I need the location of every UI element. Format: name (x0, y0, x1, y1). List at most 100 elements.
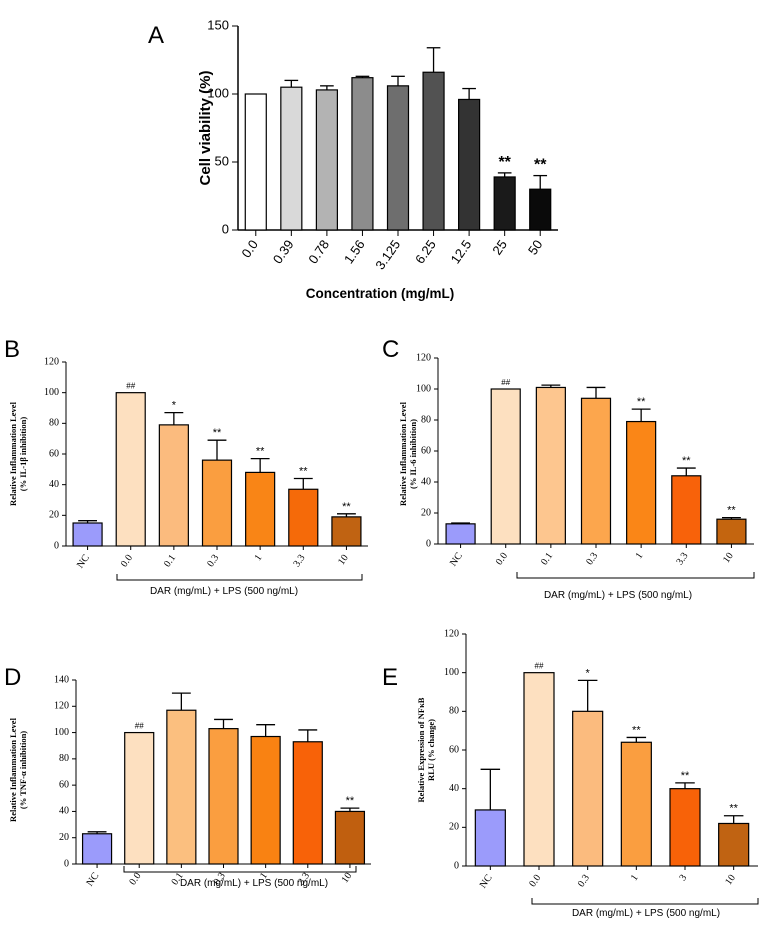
bar-d-4 (250, 735, 281, 865)
y-tick-label: 0 (222, 221, 229, 236)
bar-c-5 (671, 475, 702, 545)
bar-a-8 (529, 188, 552, 231)
bar-e-0 (474, 809, 506, 867)
bar-b-1 (115, 392, 146, 547)
x-tick-label: 0.1 (539, 551, 555, 568)
significance-label: ** (682, 455, 691, 467)
x-tick-label: 1 (258, 871, 270, 881)
panel-label: C (382, 336, 399, 363)
bar-a-1 (280, 86, 303, 231)
x-axis-label: Concentration (mg/mL) (306, 286, 455, 301)
y-axis-label: Relative Inflammation Level (8, 717, 18, 822)
y-tick-label: 0 (454, 860, 459, 871)
bar-d-2 (166, 709, 197, 865)
y-axis-label: (% IL-1β inhibition) (18, 417, 28, 492)
x-tick-label: 3 (677, 873, 689, 883)
y-tick-label: 40 (59, 806, 69, 817)
bar-a-3 (351, 77, 374, 231)
bar-c-4 (626, 420, 657, 545)
bar-a-0 (244, 93, 267, 231)
significance-label: ** (534, 157, 547, 174)
y-tick-label: 80 (59, 753, 69, 764)
bar-b-0 (72, 522, 103, 547)
bar-c-1 (490, 388, 521, 545)
x-tick-label: NC (84, 870, 101, 888)
significance-label: * (586, 667, 591, 679)
y-tick-label: 100 (207, 85, 229, 100)
group-bracket (123, 866, 357, 873)
y-tick-label: 120 (444, 628, 459, 639)
y-tick-label: 0 (64, 858, 69, 869)
bar-d-3 (208, 728, 239, 865)
x-tick-label: 3.3 (674, 551, 690, 568)
y-tick-label: 100 (54, 727, 69, 738)
y-tick-label: 60 (49, 448, 59, 459)
y-tick-label: 120 (54, 701, 69, 712)
x-tick-label: 3.3 (291, 553, 307, 570)
y-tick-label: 0 (54, 540, 59, 551)
x-tick-label: 0.39 (270, 237, 297, 266)
y-tick-label: 80 (421, 414, 431, 425)
x-tick-label: 0.78 (305, 237, 332, 266)
x-tick-label: 0.3 (584, 551, 600, 568)
x-tick-label: 0.0 (238, 237, 261, 260)
bar-b-4 (245, 471, 276, 547)
bar-b-6 (331, 516, 362, 547)
bar-c-0 (445, 523, 476, 545)
significance-label: ** (637, 396, 646, 408)
y-tick-label: 40 (49, 479, 59, 490)
chart-panel-c: C 0 20 40 60 80 100 120 NC 0.0 ## 0.1 0.3 1 ** 3.3 ** 10 *… (382, 336, 755, 601)
y-axis-label: Relative Inflammation Level (8, 401, 18, 506)
significance-label: ## (126, 382, 135, 391)
y-tick-label: 80 (49, 418, 59, 429)
panel-label: A (148, 22, 164, 49)
bar-e-5 (718, 822, 750, 867)
y-tick-label: 20 (449, 822, 459, 833)
x-tick-label: 0.0 (119, 553, 135, 570)
y-tick-label: 100 (416, 383, 431, 394)
x-tick-label: 1 (634, 551, 646, 561)
bar-d-5 (292, 741, 323, 865)
y-tick-label: 150 (207, 17, 229, 32)
y-tick-label: 100 (444, 667, 459, 678)
group-bracket (531, 898, 759, 905)
y-tick-label: 40 (421, 476, 431, 487)
group-bracket (516, 572, 755, 579)
y-tick-label: 100 (44, 387, 59, 398)
bar-d-6 (334, 810, 366, 865)
bar-e-2 (572, 710, 604, 867)
significance-label: ** (256, 446, 265, 458)
bar-a-2 (315, 89, 338, 231)
bar-a-4 (386, 85, 410, 231)
y-axis-label: RLU (% change) (426, 719, 436, 781)
y-tick-label: 20 (421, 507, 431, 518)
x-tick-label: 25 (489, 237, 510, 257)
y-axis-label: (% TNF-α inhibition) (18, 731, 28, 809)
x-tick-label: 0.1 (162, 553, 178, 570)
x-tick-label: 6.25 (412, 237, 439, 266)
y-axis-label: (% IL-6 inhibition) (408, 419, 418, 489)
y-tick-label: 0 (426, 538, 431, 549)
significance-label: ** (729, 803, 738, 815)
x-tick-label: 0.0 (127, 871, 143, 888)
bar-c-2 (535, 386, 566, 545)
x-tick-label: 0.3 (205, 553, 221, 570)
y-tick-label: 60 (421, 445, 431, 456)
x-axis-label: DAR (mg/mL) + LPS (500 ng/mL) (180, 878, 328, 889)
x-tick-label: 10 (723, 873, 738, 888)
x-tick-label: 10 (340, 871, 355, 886)
bar-e-3 (620, 741, 652, 867)
y-tick-label: 120 (44, 356, 59, 367)
significance-label: ** (299, 466, 308, 478)
y-axis-label: Relative Expression of NFκB (416, 697, 426, 802)
panel-label: E (382, 664, 398, 691)
bar-a-7 (493, 176, 516, 231)
bar-b-5 (288, 488, 319, 547)
bar-a-5 (422, 71, 445, 231)
panel-label: D (4, 664, 21, 691)
x-tick-label: 10 (721, 551, 736, 566)
significance-label: ## (135, 722, 144, 731)
x-tick-label: 1 (253, 553, 265, 563)
